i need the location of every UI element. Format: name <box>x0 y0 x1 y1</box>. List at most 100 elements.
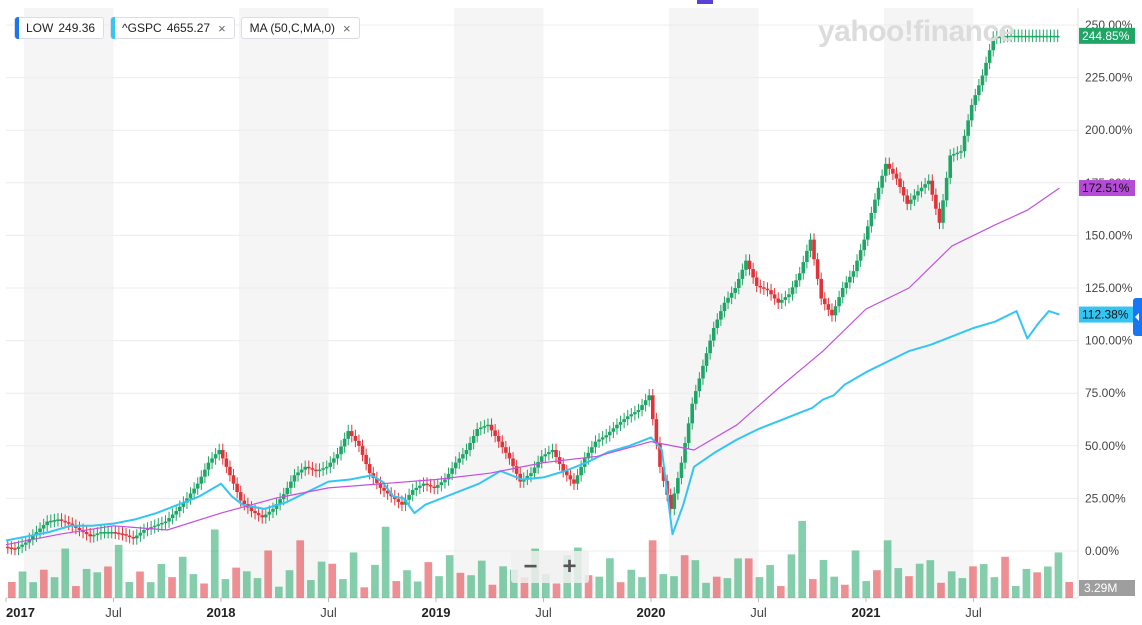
volume-bar <box>723 578 732 598</box>
candle-body <box>633 412 637 415</box>
candle-body <box>493 430 497 436</box>
candle-body <box>844 282 849 288</box>
candle-body <box>206 462 211 470</box>
candle-body <box>357 440 361 446</box>
candle-body <box>883 163 888 176</box>
candle-body <box>260 515 265 518</box>
candle-body <box>378 482 383 488</box>
candle-body <box>776 298 781 303</box>
volume-bar <box>905 576 913 598</box>
candle-body <box>769 290 773 295</box>
candle-body <box>299 469 304 473</box>
candle-body <box>324 466 329 469</box>
remove-ma-close-icon[interactable]: × <box>343 20 351 36</box>
candle-body <box>91 534 96 537</box>
candle-body <box>59 519 64 521</box>
volume-bar <box>403 570 411 598</box>
volume-bar <box>659 574 668 598</box>
volume-bar <box>744 558 753 598</box>
volume-bar <box>253 578 262 598</box>
candle-body <box>464 450 469 455</box>
volume-bar <box>1022 568 1031 598</box>
candle-body <box>865 226 870 240</box>
candle-body <box>701 365 705 379</box>
candle-body <box>461 454 465 459</box>
x-tick-label: Jul <box>535 605 552 620</box>
volume-bar <box>969 566 977 598</box>
volume-bar <box>381 526 390 598</box>
candle-body <box>797 273 802 281</box>
remove-gspc-close-icon[interactable]: × <box>218 20 226 36</box>
candle-body <box>210 458 214 463</box>
volume-bar <box>712 576 721 598</box>
candle-body <box>704 353 709 366</box>
legend-chip-ma[interactable]: MA (50,C,MA,0) × <box>240 17 360 39</box>
candle-body <box>9 547 14 549</box>
candle-body <box>647 395 652 401</box>
candle-body <box>901 187 906 196</box>
volume-bar <box>104 566 112 598</box>
candle-body <box>668 494 673 509</box>
candle-body <box>948 155 953 178</box>
candle-body <box>149 527 153 529</box>
candle-body <box>762 287 766 289</box>
candle-body <box>41 525 46 529</box>
candle-body <box>640 405 644 411</box>
candle-body <box>697 378 702 392</box>
candle-body <box>63 520 67 523</box>
legend-chip-low[interactable]: LOW 249.36 <box>14 17 105 39</box>
candle-body <box>20 544 24 547</box>
volume-bar <box>488 584 497 598</box>
candle-body <box>120 533 125 535</box>
candle-body <box>539 456 544 462</box>
legend-ticker: MA (50,C,MA,0) <box>249 21 336 35</box>
candle-body <box>38 528 42 533</box>
candle-body <box>263 514 268 518</box>
candle-body <box>170 514 175 519</box>
candle-body <box>321 468 325 470</box>
candle-body <box>1041 35 1046 38</box>
candle-body <box>109 532 114 534</box>
last-value-badge <box>1079 306 1135 323</box>
candle-body <box>887 163 892 169</box>
volume-bar <box>691 560 700 598</box>
candle-body <box>919 187 924 192</box>
candle-body <box>955 152 960 155</box>
zoom-in-button[interactable]: + <box>562 553 577 580</box>
candle-body <box>722 302 727 312</box>
candle-body <box>747 260 752 270</box>
candle-body <box>450 468 454 474</box>
scroll-indicator[interactable] <box>697 0 713 4</box>
candle-body <box>1037 35 1042 38</box>
candle-body <box>385 490 390 494</box>
volume-bar <box>638 577 646 598</box>
candle-body <box>346 431 351 439</box>
candle-body <box>525 475 530 479</box>
zoom-out-button[interactable]: − <box>523 553 538 580</box>
volume-bar <box>616 582 625 598</box>
candle-body <box>643 400 648 406</box>
y-axis: 0.00% 25.00% 50.00% 75.00% 100.00% 125.00% 150… <box>1085 18 1133 558</box>
volume-bar <box>477 560 486 598</box>
candle-body <box>679 462 684 479</box>
panel-expand-handle-icon[interactable] <box>1133 298 1142 336</box>
candle-body <box>658 442 662 467</box>
candle-body <box>636 410 641 413</box>
candle-body <box>672 493 677 509</box>
volume-bar <box>50 577 59 598</box>
candle-body <box>926 180 931 185</box>
volume-bar <box>296 540 305 598</box>
volume-bar <box>146 582 155 598</box>
candle-body <box>220 450 225 459</box>
candle-body <box>826 304 831 310</box>
volume-bar <box>114 544 123 598</box>
volume-bar <box>29 582 38 598</box>
legend-chip-gspc[interactable]: ^GSPC 4655.27 × <box>110 17 235 39</box>
volume-bar <box>157 564 166 598</box>
candle-body <box>1002 35 1006 38</box>
candle-body <box>550 450 555 453</box>
y-tick-label: 200.00% <box>1085 123 1133 137</box>
candle-body <box>253 511 257 514</box>
candle-body <box>1020 35 1024 38</box>
